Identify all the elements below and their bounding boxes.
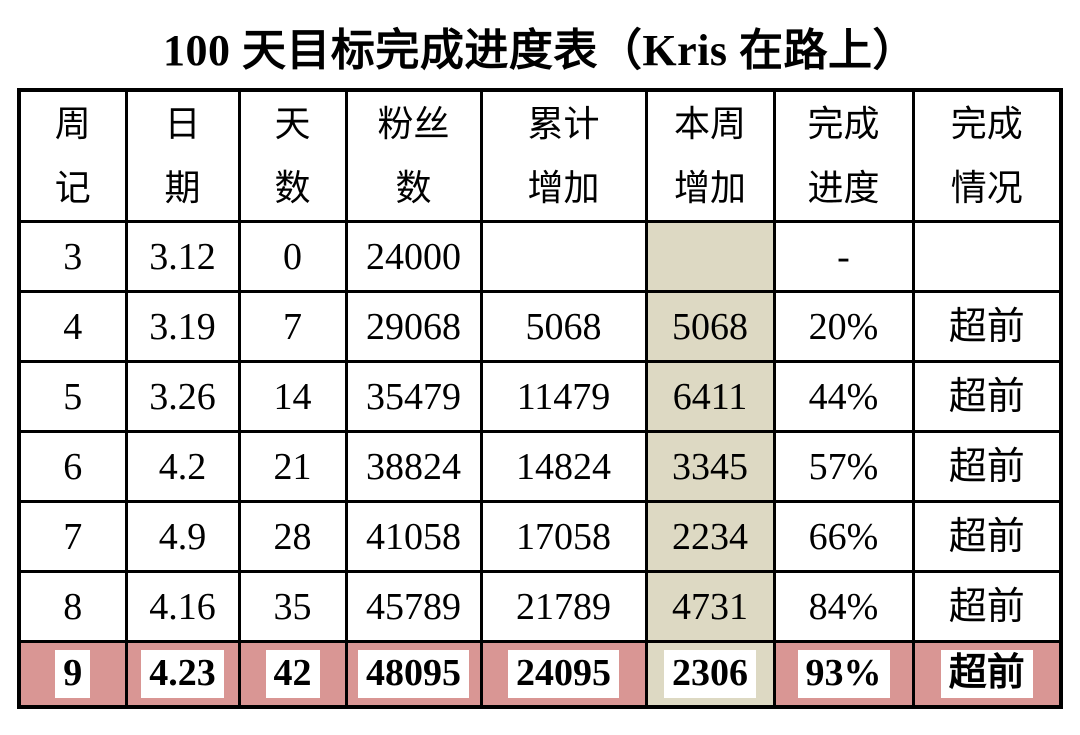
cell-week: 9	[17, 640, 128, 708]
table-row: 3 3.12 0 24000 -	[17, 220, 1063, 293]
cell-date: 3.12	[124, 220, 241, 293]
cell-fans: 41058	[344, 500, 483, 573]
column-header-progress: 完成 进度	[772, 88, 915, 223]
table-row: 6 4.2 21 38824 14824 3345 57% 超前	[17, 430, 1063, 503]
cell-week: 8	[17, 570, 128, 643]
highlighted-value: 超前	[940, 649, 1033, 698]
cell-date: 4.23	[124, 640, 241, 708]
cell-progress: 57%	[772, 430, 915, 503]
table-row: 5 3.26 14 35479 11479 6411 44% 超前	[17, 360, 1063, 433]
header-line: 累计	[527, 104, 600, 144]
header-line: 天	[274, 104, 311, 144]
header-line: 进度	[807, 168, 880, 208]
cell-progress: 66%	[772, 500, 915, 573]
page-title: 100 天目标完成进度表（Kris 在路上）	[162, 26, 918, 75]
cell-date: 3.19	[124, 290, 241, 363]
cell-days: 21	[237, 430, 348, 503]
cell-status: 超前	[911, 500, 1063, 573]
cell-days: 0	[237, 220, 348, 293]
cell-progress: 44%	[772, 360, 915, 433]
header-line: 完成	[807, 104, 880, 144]
cell-week: 6	[17, 430, 128, 503]
column-header-days: 天 数	[237, 88, 348, 223]
cell-week: 7	[17, 500, 128, 573]
column-header-weekly-increase: 本周 增加	[644, 88, 776, 223]
cell-date: 4.16	[124, 570, 241, 643]
cell-weekly-increase: 4731	[644, 570, 776, 643]
table-row: 8 4.16 35 45789 21789 4731 84% 超前	[17, 570, 1063, 643]
cell-status	[911, 220, 1063, 293]
cell-cumulative	[479, 220, 648, 293]
cell-weekly-increase: 2306	[644, 640, 776, 708]
highlighted-value: 9	[55, 649, 91, 698]
cell-weekly-increase: 6411	[644, 360, 776, 433]
highlighted-value: 4.23	[141, 649, 224, 698]
highlighted-value: 24095	[508, 649, 619, 698]
cell-fans: 48095	[344, 640, 483, 708]
cell-cumulative: 14824	[479, 430, 648, 503]
cell-progress: -	[772, 220, 915, 293]
header-line: 数	[395, 168, 432, 208]
cell-progress: 93%	[772, 640, 915, 708]
table-row: 7 4.9 28 41058 17058 2234 66% 超前	[17, 500, 1063, 573]
header-line: 完成	[950, 104, 1023, 144]
cell-cumulative: 24095	[479, 640, 648, 708]
header-line: 情况	[950, 168, 1023, 208]
cell-days: 7	[237, 290, 348, 363]
cell-status: 超前	[911, 290, 1063, 363]
header-row: 周 记 日 期 天 数 粉丝 数 累计 增加	[17, 88, 1063, 223]
cell-cumulative: 5068	[479, 290, 648, 363]
column-header-cumulative: 累计 增加	[479, 88, 648, 223]
cell-fans: 24000	[344, 220, 483, 293]
highlighted-value: 93%	[797, 649, 890, 698]
cell-progress: 84%	[772, 570, 915, 643]
cell-fans: 29068	[344, 290, 483, 363]
cell-date: 4.9	[124, 500, 241, 573]
cell-weekly-increase	[644, 220, 776, 293]
header-line: 增加	[527, 168, 600, 208]
cell-status: 超前	[911, 640, 1063, 708]
header-line: 记	[54, 168, 91, 208]
table-row-final: 9 4.23 42 48095 24095 2306 93% 超前	[17, 640, 1063, 708]
cell-days: 14	[237, 360, 348, 433]
cell-week: 4	[17, 290, 128, 363]
progress-table: 周 记 日 期 天 数 粉丝 数 累计 增加	[17, 88, 1063, 709]
cell-date: 3.26	[124, 360, 241, 433]
cell-cumulative: 21789	[479, 570, 648, 643]
column-header-date: 日 期	[124, 88, 241, 223]
header-line: 增加	[673, 168, 746, 208]
cell-days: 28	[237, 500, 348, 573]
cell-fans: 38824	[344, 430, 483, 503]
cell-week: 5	[17, 360, 128, 433]
cell-status: 超前	[911, 360, 1063, 433]
cell-status: 超前	[911, 430, 1063, 503]
cell-status: 超前	[911, 570, 1063, 643]
header-line: 本周	[673, 104, 746, 144]
cell-week: 3	[17, 220, 128, 293]
table-row: 4 3.19 7 29068 5068 5068 20% 超前	[17, 290, 1063, 363]
cell-fans: 45789	[344, 570, 483, 643]
cell-date: 4.2	[124, 430, 241, 503]
cell-fans: 35479	[344, 360, 483, 433]
cell-weekly-increase: 3345	[644, 430, 776, 503]
header-line: 日	[164, 104, 201, 144]
cell-days: 42	[237, 640, 348, 708]
header-line: 周	[54, 104, 91, 144]
column-header-status: 完成 情况	[911, 88, 1063, 223]
cell-progress: 20%	[772, 290, 915, 363]
header-line: 数	[274, 168, 311, 208]
column-header-week: 周 记	[17, 88, 128, 223]
highlighted-value: 48095	[358, 649, 469, 698]
cell-weekly-increase: 5068	[644, 290, 776, 363]
cell-cumulative: 17058	[479, 500, 648, 573]
header-line: 粉丝	[377, 104, 450, 144]
cell-cumulative: 11479	[479, 360, 648, 433]
header-line: 期	[164, 168, 201, 208]
highlighted-value: 2306	[664, 649, 756, 698]
cell-days: 35	[237, 570, 348, 643]
cell-weekly-increase: 2234	[644, 500, 776, 573]
highlighted-value: 42	[265, 649, 320, 698]
column-header-fans: 粉丝 数	[344, 88, 483, 223]
